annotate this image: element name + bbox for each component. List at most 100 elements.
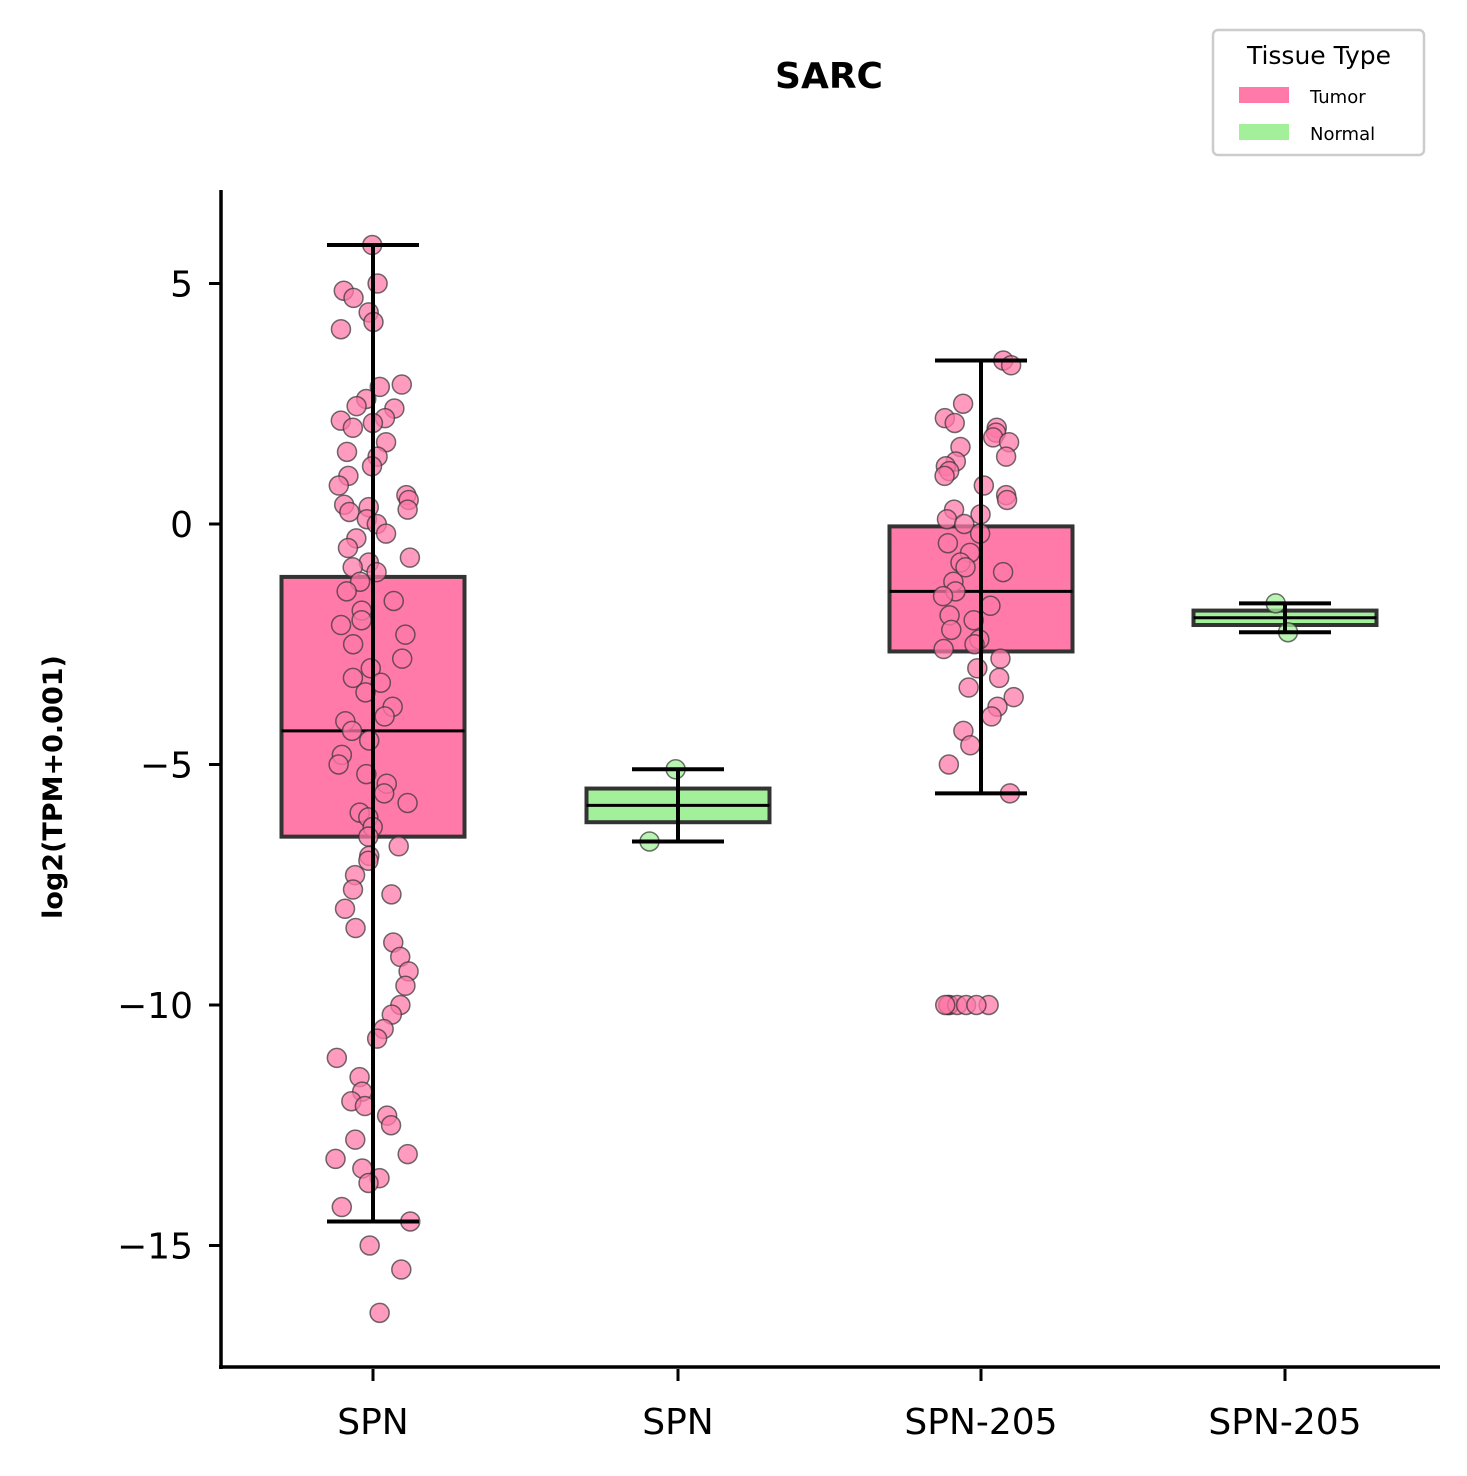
data-point	[990, 648, 1011, 669]
y-tick-label: −15	[117, 1227, 193, 1268]
data-point	[337, 537, 359, 559]
chart-title: SARC	[775, 56, 883, 97]
data-point	[383, 590, 404, 612]
data-point	[988, 667, 1010, 689]
data-point	[342, 879, 364, 900]
data-point	[967, 658, 988, 679]
data-point	[397, 792, 418, 814]
data-point	[366, 561, 387, 583]
data-point	[1003, 686, 1024, 708]
data-point	[973, 475, 995, 496]
data-point	[342, 417, 364, 439]
data-point	[934, 465, 955, 487]
data-point	[933, 638, 954, 660]
data-point	[966, 994, 987, 1016]
legend-label-tumor: Tumor	[1309, 87, 1366, 108]
data-point	[346, 395, 367, 417]
data-point	[328, 754, 349, 775]
legend-swatch-tumor	[1239, 87, 1289, 103]
data-point	[960, 735, 981, 756]
data-point	[941, 619, 962, 641]
data-point	[325, 1148, 346, 1170]
data-point	[399, 547, 421, 568]
data-point	[342, 634, 364, 655]
data-point	[391, 374, 413, 395]
data-point	[367, 273, 388, 294]
data-point	[936, 508, 958, 530]
y-tick-label: −10	[117, 986, 193, 1027]
data-point	[355, 682, 376, 703]
data-point	[395, 624, 416, 645]
y-tick-label: 5	[170, 265, 193, 306]
data-point	[358, 730, 380, 751]
data-point	[366, 1028, 388, 1049]
data-point	[397, 1143, 418, 1165]
data-point	[336, 441, 358, 463]
data-point	[938, 754, 960, 775]
box-4-normal	[1191, 593, 1379, 643]
y-axis-ticks: 5 0 −5 −10 −15	[117, 265, 221, 1268]
data-point	[343, 287, 364, 309]
data-point	[334, 898, 356, 920]
data-point	[980, 595, 1001, 617]
data-point	[932, 585, 954, 607]
y-tick-label: −5	[140, 746, 193, 787]
data-point	[992, 561, 1014, 583]
data-point	[958, 677, 979, 698]
legend-swatch-normal	[1239, 124, 1289, 140]
data-point	[391, 648, 413, 669]
y-tick-label: 0	[170, 505, 193, 546]
data-point	[360, 658, 382, 679]
data-point	[345, 917, 366, 939]
data-point	[359, 1235, 380, 1256]
y-axis-label: log2(TPM+0.001)	[38, 655, 69, 919]
data-point	[944, 412, 965, 434]
data-point	[336, 581, 357, 602]
data-point	[369, 1302, 390, 1324]
data-point	[395, 975, 416, 997]
data-point	[981, 706, 1002, 727]
x-tick-label: SPN-205	[904, 1402, 1057, 1443]
data-point	[955, 557, 976, 578]
data-point	[374, 706, 395, 727]
plot-area	[279, 234, 1379, 1324]
x-tick-label: SPN	[642, 1402, 714, 1443]
data-point	[358, 1172, 379, 1194]
data-point	[373, 783, 395, 804]
data-point	[351, 609, 372, 631]
box-1-tumor	[279, 234, 467, 1324]
data-point	[937, 532, 959, 554]
data-point	[331, 1196, 353, 1218]
data-point	[996, 489, 1018, 511]
data-point	[397, 499, 418, 520]
data-point	[388, 836, 409, 857]
data-point	[326, 1047, 348, 1069]
data-point	[358, 826, 379, 847]
data-point	[934, 994, 956, 1016]
x-tick-label: SPN	[337, 1402, 409, 1443]
data-point	[952, 393, 974, 414]
box-3-tumor	[887, 350, 1075, 1016]
data-point	[339, 501, 360, 523]
box-2-normal	[584, 759, 772, 852]
x-axis-ticks: SPN SPN SPN-205 SPN-205	[337, 1369, 1362, 1443]
data-point	[995, 446, 1017, 467]
legend[interactable]: Tissue Type Tumor Normal	[1211, 28, 1426, 157]
data-point	[330, 318, 352, 340]
data-point	[345, 1129, 366, 1150]
data-point	[369, 376, 391, 398]
legend-label-normal: Normal	[1310, 124, 1375, 145]
legend-title: Tissue Type	[1246, 41, 1391, 70]
data-point	[375, 523, 397, 544]
data-point	[330, 614, 352, 636]
data-point	[381, 884, 402, 905]
data-point	[380, 1115, 402, 1136]
data-point	[341, 720, 363, 742]
data-point	[953, 513, 975, 535]
data-point	[963, 609, 984, 631]
x-tick-label: SPN-205	[1208, 1402, 1361, 1443]
data-point	[391, 1259, 412, 1280]
data-point	[342, 667, 364, 689]
legend-frame	[1211, 28, 1426, 157]
